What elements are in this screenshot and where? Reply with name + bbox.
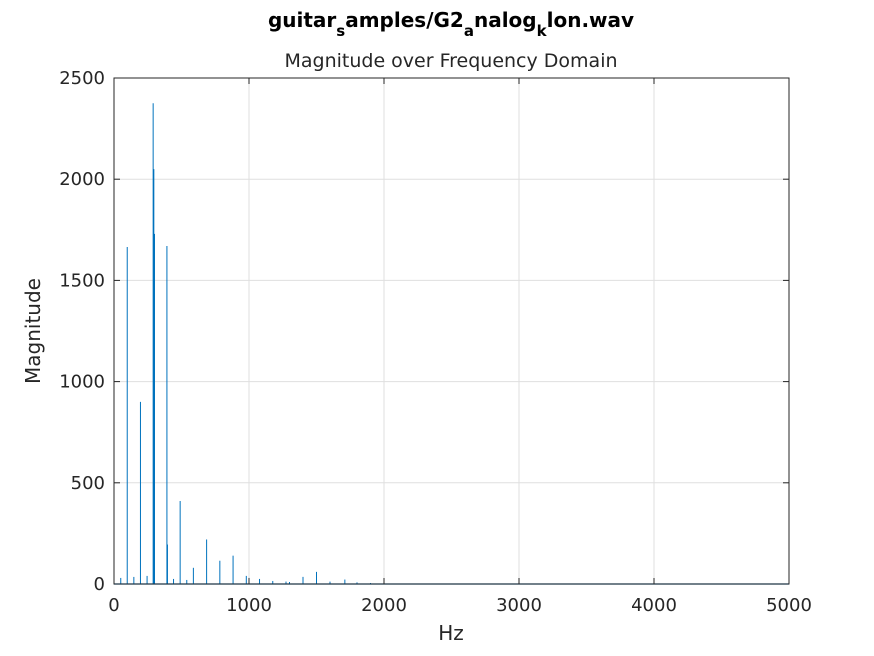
x-tick-label: 2000 [361,595,407,616]
x-tick-label: 1000 [226,595,272,616]
title-segment: a [464,22,474,40]
x-tick-label: 0 [108,595,119,616]
x-tick-label: 5000 [766,595,812,616]
x-tick-label: 3000 [496,595,542,616]
tick-marks [113,77,790,585]
x-axis-label: Hz [438,621,464,645]
title-segment: guitar [268,8,336,32]
title-segment: nalog [474,8,537,32]
y-tick-label: 1000 [59,372,105,393]
title-segment: s [336,22,345,40]
chart-subtitle: Magnitude over Frequency Domain [284,50,617,72]
grid-lines [113,77,790,585]
y-tick-label: 500 [71,473,105,494]
y-tick-label: 2000 [59,169,105,190]
y-tick-label: 1500 [59,270,105,291]
plot-area [114,78,789,584]
y-tick-label: 2500 [59,68,105,89]
title-segment: lon.wav [547,8,634,32]
title-segment: amples/G2 [345,8,464,32]
x-tick-labels: 0 1000 2000 3000 4000 5000 [108,595,812,616]
y-axis-label: Magnitude [21,278,45,384]
chart-title: guitarsamples/G2analogklon.wav [268,8,634,40]
axes-box [113,77,790,585]
x-tick-label: 4000 [631,595,677,616]
y-tick-label: 0 [94,574,105,595]
title-segment: k [537,22,548,40]
y-tick-labels: 0 500 1000 1500 2000 2500 [59,68,105,595]
